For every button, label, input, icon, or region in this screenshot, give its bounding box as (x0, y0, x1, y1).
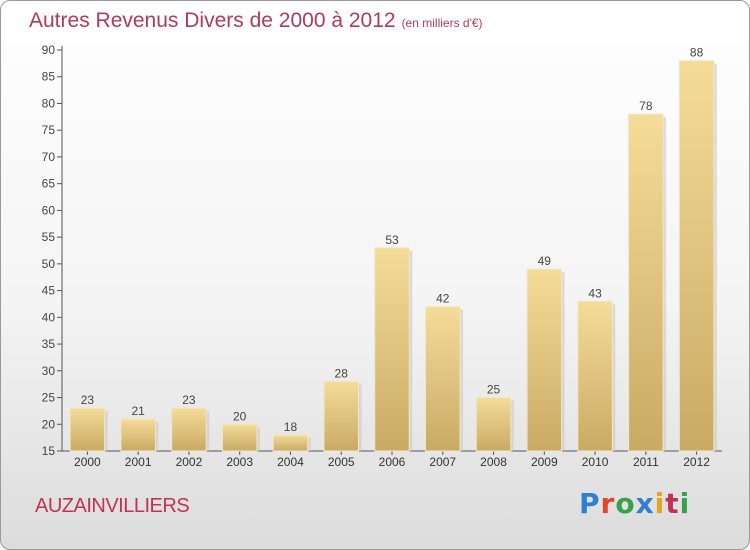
x-tick-label: 2008 (480, 455, 507, 469)
data-label: 42 (436, 292, 450, 306)
bar (120, 418, 156, 452)
commune-name: AUZAINVILLIERS (35, 495, 190, 517)
chart-title: Autres Revenus Divers de 2000 à 2012 (en … (29, 9, 483, 33)
y-tick-label: 75 (42, 123, 56, 137)
y-tick-label: 40 (42, 310, 56, 324)
y-tick-label: 90 (42, 43, 56, 57)
bar (171, 407, 207, 452)
y-tick-label: 15 (42, 444, 56, 458)
data-label: 53 (385, 233, 399, 247)
x-tick-label: 2001 (125, 455, 152, 469)
y-tick-label: 85 (42, 70, 56, 84)
chart-title-unit: (en milliers d'€) (401, 16, 483, 30)
data-label: 28 (335, 366, 349, 380)
data-label: 43 (588, 286, 602, 300)
bar (323, 380, 359, 452)
bar (69, 407, 106, 452)
y-tick-label: 30 (42, 364, 56, 378)
x-tick-label: 2006 (379, 455, 406, 469)
data-label: 49 (538, 254, 552, 268)
x-tick-label: 2010 (582, 455, 609, 469)
y-tick-label: 25 (42, 391, 56, 405)
y-tick-label: 20 (42, 417, 56, 431)
chart-bars (69, 60, 717, 452)
y-tick-label: 60 (42, 203, 56, 217)
x-tick-label: 2005 (328, 455, 355, 469)
x-tick-label: 2000 (74, 455, 101, 469)
proxiti-logo: Proxiti (579, 487, 691, 520)
bar (272, 434, 309, 452)
data-label: 88 (690, 46, 704, 60)
x-tick-label: 2011 (633, 455, 659, 469)
chart-title-text: Autres Revenus Divers de 2000 à 2012 (29, 9, 396, 32)
data-label: 21 (131, 404, 145, 418)
y-tick-label: 80 (42, 96, 56, 110)
y-tick-label: 45 (42, 284, 56, 298)
data-label: 23 (182, 393, 196, 407)
chart-labels: 2000 23 2001 21 2002 23 2003 20 2004 18 2005 28 2006… (74, 46, 710, 469)
y-tick-label: 35 (42, 337, 56, 351)
x-tick-label: 2012 (683, 455, 710, 469)
bar (475, 397, 512, 452)
bar (628, 113, 664, 452)
data-label: 25 (487, 383, 501, 397)
bar (425, 306, 461, 452)
data-label: 78 (639, 99, 653, 113)
data-label: 23 (81, 393, 95, 407)
x-tick-label: 2004 (277, 455, 304, 469)
x-tick-label: 2002 (176, 455, 203, 469)
data-label: 18 (284, 420, 298, 434)
y-tick-label: 50 (42, 257, 56, 271)
bar (374, 247, 410, 452)
bar (678, 60, 715, 452)
x-tick-label: 2003 (226, 455, 253, 469)
x-tick-label: 2009 (531, 455, 558, 469)
y-tick-label: 65 (42, 177, 56, 191)
x-tick-label: 2007 (429, 455, 456, 469)
bar (577, 300, 613, 452)
y-tick-label: 55 (42, 230, 56, 244)
bar (526, 268, 563, 452)
y-tick-label: 70 (42, 150, 56, 164)
data-label: 20 (233, 409, 247, 423)
bar (221, 423, 258, 452)
